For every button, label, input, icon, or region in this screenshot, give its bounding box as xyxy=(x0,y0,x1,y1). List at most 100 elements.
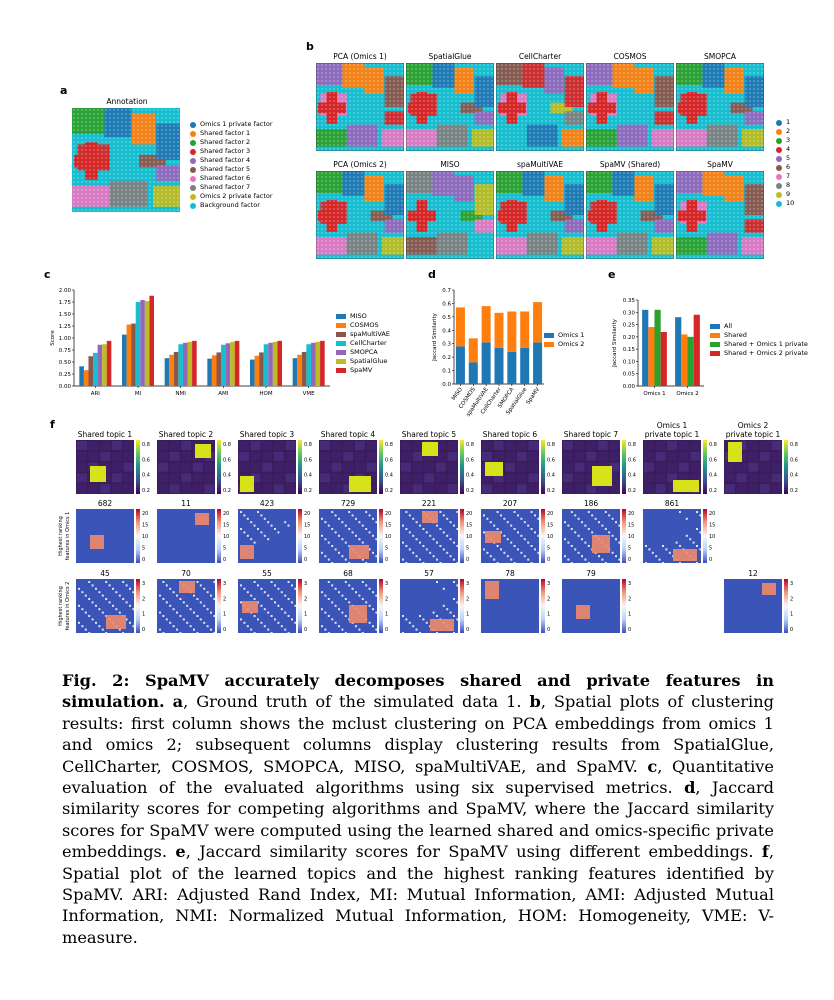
colorbar-tick: 0 xyxy=(304,557,307,563)
figure-caption: Fig. 2: SpaMV accurately decomposes shar… xyxy=(62,670,774,948)
legend-label: SpaMV xyxy=(350,366,373,374)
topic-title: Shared topic 4 xyxy=(320,430,376,439)
bar xyxy=(187,341,193,386)
legend-label: All xyxy=(724,322,733,330)
feature-title: 55 xyxy=(262,569,272,578)
colorbar-tick: 5 xyxy=(304,546,307,552)
legend-item: Omics 1 private factor xyxy=(190,120,273,129)
cluster-plot xyxy=(496,171,584,259)
legend-swatch xyxy=(190,130,196,137)
chart-d: 0.0 0.1 0.2 0.3 0.4 0.5 0.6 0.7 Jaccard Similari… xyxy=(432,288,544,418)
bar xyxy=(292,358,298,386)
caption-text-d: , Jaccard similarity scores for competin… xyxy=(62,778,774,862)
bar xyxy=(306,344,311,386)
feature-heatmap xyxy=(643,509,701,563)
bar xyxy=(320,340,325,386)
caption-text-c: , Quantitative evaluation of the evaluat… xyxy=(62,756,775,798)
caption-label-d: d xyxy=(684,778,696,798)
y-tick-label: 0.1 xyxy=(442,369,451,375)
bar xyxy=(675,317,682,386)
colorbar-tick: 15 xyxy=(142,523,148,529)
colorbar: 3 2 1 0 xyxy=(460,579,469,633)
colorbar: 3 2 1 0 xyxy=(784,579,793,633)
cluster-plot-title: CellCharter xyxy=(518,52,562,61)
legend-label: Shared factor 3 xyxy=(200,147,251,155)
feature-title: 423 xyxy=(259,499,275,508)
cluster-plot-title: PCA (Omics 1) xyxy=(333,52,387,61)
bar xyxy=(131,323,136,386)
colorbar-tick: 20 xyxy=(709,511,715,517)
colorbar-tick: 10 xyxy=(628,534,634,540)
y-tick-label: 0.5 xyxy=(442,315,451,321)
topic-title: Omics 2 xyxy=(737,421,769,430)
colorbar: 0.8 0.6 0.4 0.2 xyxy=(298,440,312,494)
y-tick-label: 0.50 xyxy=(59,360,72,366)
colorbar-tick: 15 xyxy=(304,523,310,529)
legend-item: COSMOS xyxy=(336,321,390,330)
colorbar-tick: 0 xyxy=(142,557,145,563)
legend-item: Shared factor 5 xyxy=(190,165,273,174)
colorbar-tick: 2 xyxy=(304,596,307,602)
legend-swatch xyxy=(776,173,782,180)
bar xyxy=(221,344,226,386)
colorbar-tick: 2 xyxy=(790,596,793,602)
caption-text-f: , Spatial plot of the learned topics and… xyxy=(62,842,774,947)
bar xyxy=(681,334,688,386)
colorbar-tick: 15 xyxy=(223,523,229,529)
colorbar-tick: 10 xyxy=(547,534,553,540)
colorbar-tick: 0 xyxy=(223,627,226,633)
colorbar: 0.8 0.6 0.4 0.2 xyxy=(379,440,393,494)
topic-heatmap xyxy=(319,440,377,494)
legend-swatch xyxy=(710,342,720,347)
feature-title: 79 xyxy=(586,569,596,578)
legend-swatch xyxy=(776,155,782,162)
colorbar: 0.8 0.6 0.4 0.2 xyxy=(784,440,798,494)
feature-heatmap xyxy=(76,509,134,563)
bar xyxy=(250,359,255,386)
legend-item: 1 xyxy=(776,118,794,127)
colorbar-tick: 1 xyxy=(304,612,307,618)
panel-b-legend: 1 2 3 4 5 6 7 8 9 10 xyxy=(776,118,794,208)
legend-item: CellCharter xyxy=(336,339,390,348)
cluster-plot-title: MISO xyxy=(440,160,460,169)
legend-swatch xyxy=(336,314,346,319)
legend-swatch xyxy=(190,175,196,182)
bar xyxy=(455,346,465,384)
cluster-plot xyxy=(316,63,404,151)
colorbar-tick: 0.8 xyxy=(628,442,636,448)
feature-title: 221 xyxy=(421,499,437,508)
colorbar-tick: 0.4 xyxy=(142,473,150,479)
legend-item: Shared factor 2 xyxy=(190,138,273,147)
legend-item: Shared factor 6 xyxy=(190,174,273,183)
legend-label: 10 xyxy=(786,199,795,207)
legend-item: 7 xyxy=(776,172,794,181)
bar xyxy=(144,301,150,386)
feature-heatmap xyxy=(562,579,620,633)
colorbar-tick: 0.6 xyxy=(709,457,717,463)
bar xyxy=(310,342,316,386)
legend-item: Background factor xyxy=(190,201,273,210)
legend-item: SMOPCA xyxy=(336,348,390,357)
colorbar-tick: 3 xyxy=(223,581,226,587)
caption-label-f: f xyxy=(761,842,769,862)
bar xyxy=(178,344,183,386)
legend-swatch xyxy=(190,184,196,191)
cluster-plot xyxy=(406,63,494,151)
topic-title: Omics 1 xyxy=(656,421,688,430)
legend-swatch xyxy=(336,368,346,373)
colorbar-tick: 2 xyxy=(628,596,631,602)
cluster-plot xyxy=(586,63,674,151)
y-tick-label: 0.05 xyxy=(623,372,636,378)
caption-label-b: b xyxy=(529,692,541,712)
colorbar-tick: 0.6 xyxy=(790,457,798,463)
legend-item: Shared factor 3 xyxy=(190,147,273,156)
bar xyxy=(642,309,649,386)
colorbar-tick: 0 xyxy=(790,627,793,633)
colorbar-tick: 3 xyxy=(304,581,307,587)
bar xyxy=(507,311,517,352)
legend-item: SpaMV xyxy=(336,366,390,375)
colorbar-tick: 0.8 xyxy=(142,442,150,448)
feature-heatmap xyxy=(724,579,782,633)
feature-title: 682 xyxy=(97,499,113,508)
y-axis-label: Score xyxy=(50,330,56,346)
